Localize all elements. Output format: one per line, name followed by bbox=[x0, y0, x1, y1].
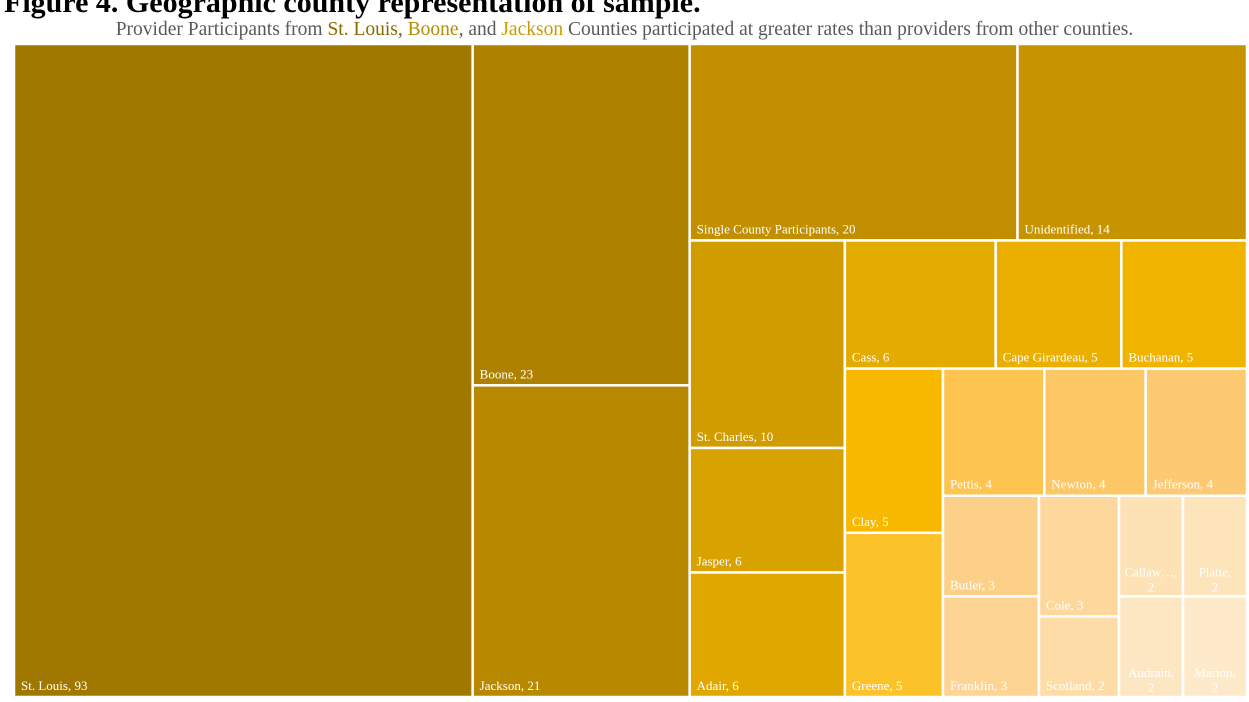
treemap-label-marion: Marion, 2 bbox=[1194, 665, 1236, 695]
subtitle-part: Provider Participants from bbox=[115, 19, 328, 40]
treemap-tile-adair bbox=[688, 571, 847, 697]
treemap-label-buchanan: Buchanan, 5 bbox=[1128, 350, 1193, 365]
treemap-label-scotland: Scotland, 2 bbox=[1046, 678, 1105, 693]
treemap-tile-boone bbox=[471, 44, 691, 387]
treemap-label-callaw: Callaw…, 2 bbox=[1124, 564, 1177, 594]
treemap-label-pettis: Pettis, 4 bbox=[950, 477, 992, 492]
chart-subtitle: Provider Participants from St. Louis, Bo… bbox=[0, 19, 1249, 41]
treemap-tile-jackson bbox=[471, 384, 691, 697]
treemap-label-jefferson: Jefferson, 4 bbox=[1153, 477, 1214, 492]
subtitle-highlight-st-louis: St. Louis bbox=[327, 19, 398, 40]
treemap-label-newton: Newton, 4 bbox=[1051, 477, 1106, 492]
treemap-label-st-louis: St. Louis, 93 bbox=[21, 678, 87, 693]
treemap-label-platte: Platte, 2 bbox=[1199, 564, 1232, 594]
treemap-label-cape-girardeau: Cape Girardeau, 5 bbox=[1003, 350, 1098, 365]
treemap-label-cass: Cass, 6 bbox=[852, 350, 890, 365]
treemap-tile-unidentified bbox=[1016, 44, 1247, 242]
treemap-label-jackson: Jackson, 21 bbox=[480, 678, 541, 693]
treemap-label-butler: Butler, 3 bbox=[950, 577, 995, 592]
subtitle-part: , bbox=[397, 19, 408, 40]
treemap-label-st-charles: St. Charles, 10 bbox=[697, 429, 774, 444]
subtitle-part: Counties participated at greater rates t… bbox=[563, 19, 1134, 40]
treemap-label-single-county-participants: Single County Participants, 20 bbox=[697, 221, 856, 236]
subtitle-part: , and bbox=[458, 19, 502, 40]
treemap-label-greene: Greene, 5 bbox=[852, 678, 903, 693]
treemap-label-franklin: Franklin, 3 bbox=[950, 678, 1007, 693]
treemap-label-cole: Cole, 3 bbox=[1046, 597, 1084, 612]
figure-title: Figure 4. Geographic county representati… bbox=[4, 0, 701, 19]
treemap-tile-cape-girardeau bbox=[994, 239, 1123, 370]
treemap-tile-st-louis bbox=[14, 44, 474, 697]
subtitle-highlight-jackson: Jackson bbox=[501, 19, 564, 40]
treemap-label-adair: Adair, 6 bbox=[697, 678, 740, 693]
treemap-label-clay: Clay, 5 bbox=[852, 514, 889, 529]
treemap-tile-jasper bbox=[688, 446, 847, 574]
treemap-label-unidentified: Unidentified, 14 bbox=[1025, 221, 1111, 236]
treemap-tile-single-county-participants bbox=[688, 44, 1019, 242]
treemap-label-audrain: Audrain, 2 bbox=[1128, 665, 1174, 695]
treemap-tile-scotland bbox=[1037, 615, 1121, 697]
subtitle-highlight-boone: Boone bbox=[407, 19, 459, 40]
treemap-tile-platte bbox=[1181, 494, 1247, 598]
treemap-tile-st-charles bbox=[688, 239, 847, 450]
treemap-label-boone: Boone, 23 bbox=[480, 366, 533, 381]
treemap-label-jasper: Jasper, 6 bbox=[697, 553, 742, 568]
treemap-tile-clay bbox=[843, 367, 945, 535]
treemap-chart: St. Louis, 93 Boone, 23 Jackson, 21 Single … bbox=[14, 44, 1247, 697]
treemap-tile-franklin bbox=[941, 595, 1041, 697]
treemap-tile-jefferson bbox=[1144, 367, 1247, 497]
treemap-tile-greene bbox=[843, 531, 945, 697]
